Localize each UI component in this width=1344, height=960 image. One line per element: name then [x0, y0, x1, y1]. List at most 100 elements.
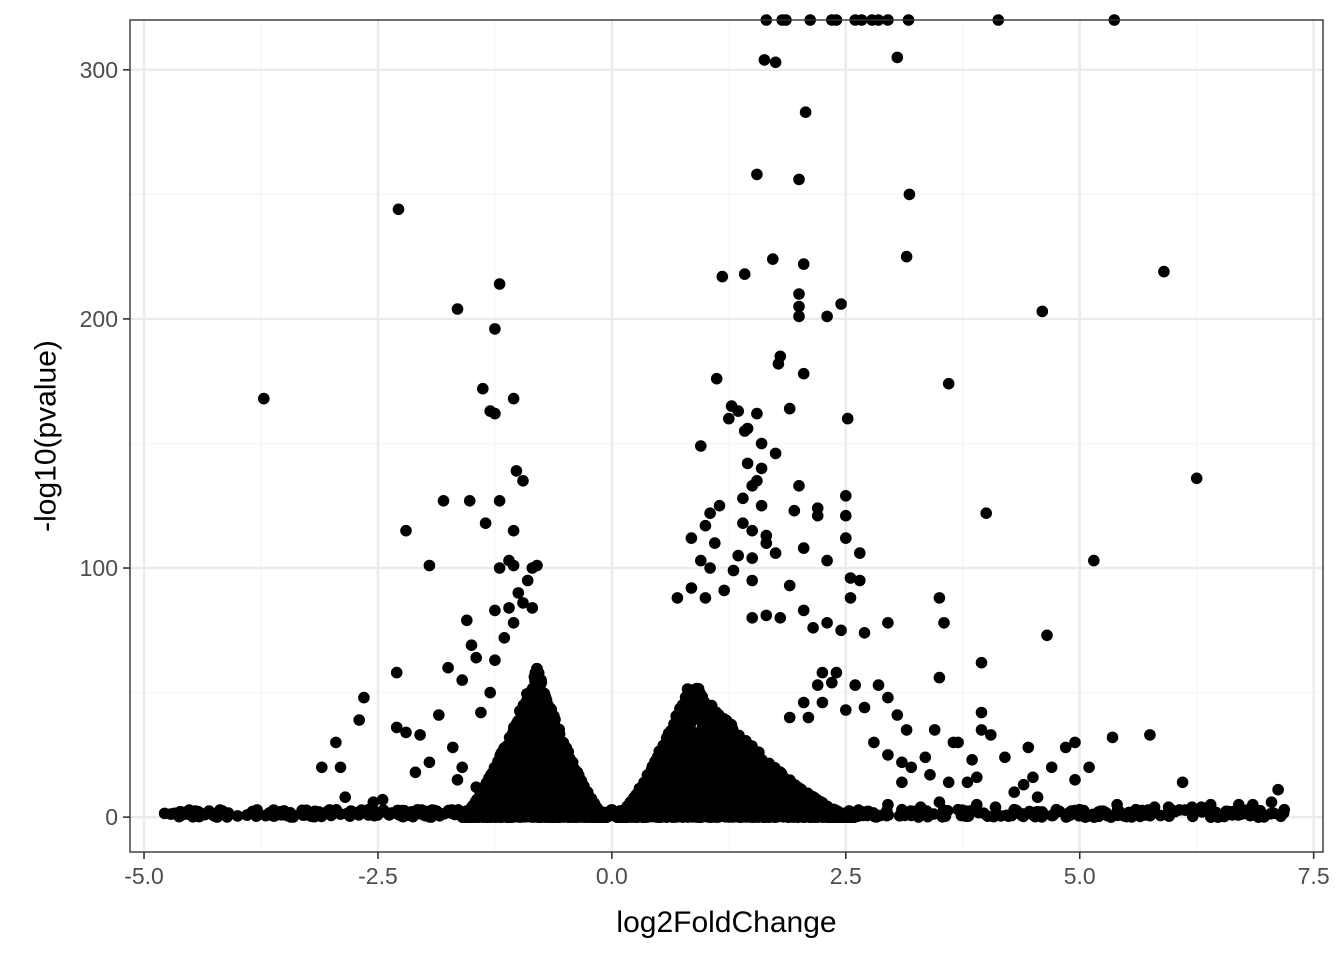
data-point	[793, 480, 805, 492]
data-point	[891, 709, 904, 721]
data-point	[542, 729, 554, 742]
data-point	[760, 609, 773, 622]
data-point	[903, 188, 916, 201]
data-point	[755, 499, 768, 512]
data-point	[517, 475, 529, 487]
data-point	[821, 554, 833, 567]
data-point	[738, 268, 751, 280]
data-point	[713, 499, 726, 512]
data-point	[783, 711, 796, 724]
data-point	[1088, 554, 1100, 567]
data-point	[1265, 796, 1278, 808]
data-point	[671, 592, 684, 604]
data-point	[891, 51, 904, 64]
data-point	[529, 770, 542, 783]
data-point	[821, 310, 833, 323]
data-point	[544, 772, 556, 784]
data-point	[699, 519, 712, 532]
data-point	[830, 666, 843, 679]
data-point	[516, 760, 529, 773]
data-point	[493, 779, 506, 792]
data-point	[710, 372, 723, 385]
data-point	[835, 298, 847, 310]
data-point	[581, 789, 593, 802]
data-point	[533, 692, 545, 705]
data-point	[566, 796, 578, 808]
data-point	[475, 706, 487, 719]
data-point	[767, 253, 779, 265]
data-point	[816, 666, 829, 679]
data-point	[718, 584, 730, 597]
data-point	[493, 495, 506, 507]
data-point	[844, 572, 857, 584]
data-point	[882, 617, 894, 629]
data-point	[539, 759, 551, 771]
data-point	[704, 507, 716, 519]
data-point	[498, 632, 511, 644]
data-point	[758, 54, 771, 66]
data-point	[971, 771, 983, 784]
data-point	[919, 751, 932, 764]
data-point	[493, 562, 506, 574]
data-point	[746, 552, 758, 564]
data-point	[507, 524, 520, 537]
data-point	[461, 614, 473, 627]
data-point	[400, 524, 412, 537]
data-point	[840, 704, 852, 716]
data-point	[514, 705, 526, 717]
data-point	[409, 766, 422, 779]
data-point	[451, 303, 464, 315]
data-point	[783, 579, 796, 592]
data-point	[975, 706, 988, 719]
data-point	[390, 666, 403, 679]
data-point	[507, 559, 520, 572]
data-point	[741, 457, 754, 470]
data-point	[695, 554, 707, 567]
data-point	[755, 437, 768, 450]
data-point	[483, 791, 496, 804]
data-point	[685, 582, 698, 594]
data-point	[872, 679, 885, 691]
data-point	[746, 612, 758, 624]
data-point	[751, 168, 763, 181]
data-point	[456, 674, 469, 686]
data-point	[807, 622, 819, 634]
data-point	[900, 724, 913, 736]
data-point	[793, 288, 805, 300]
data-point	[841, 412, 854, 425]
data-point	[840, 532, 852, 544]
data-point	[896, 776, 908, 789]
data-point	[772, 358, 785, 370]
data-point	[316, 761, 328, 774]
data-point	[507, 392, 520, 405]
data-point	[1106, 731, 1119, 744]
data-point	[1083, 761, 1095, 774]
data-point	[760, 537, 773, 549]
data-point	[1008, 786, 1020, 798]
data-point	[503, 602, 515, 614]
data-point	[774, 612, 787, 624]
data-point	[896, 756, 908, 769]
data-point	[975, 656, 988, 669]
data-point	[704, 562, 716, 574]
data-point	[521, 741, 534, 754]
data-point	[793, 173, 805, 186]
data-point	[933, 592, 946, 604]
data-point	[900, 250, 913, 263]
data-point	[1031, 791, 1044, 803]
data-point	[858, 627, 871, 639]
data-point	[1144, 729, 1156, 741]
data-point	[1176, 776, 1189, 789]
data-point	[456, 761, 469, 774]
data-point	[835, 624, 847, 637]
data-point	[510, 723, 523, 735]
data-point	[400, 726, 412, 739]
data-point	[999, 751, 1011, 764]
data-point	[504, 742, 516, 754]
data-point	[1158, 265, 1170, 278]
data-point	[961, 776, 974, 789]
data-point	[1017, 778, 1030, 791]
data-point	[358, 691, 370, 704]
data-point	[737, 492, 749, 505]
